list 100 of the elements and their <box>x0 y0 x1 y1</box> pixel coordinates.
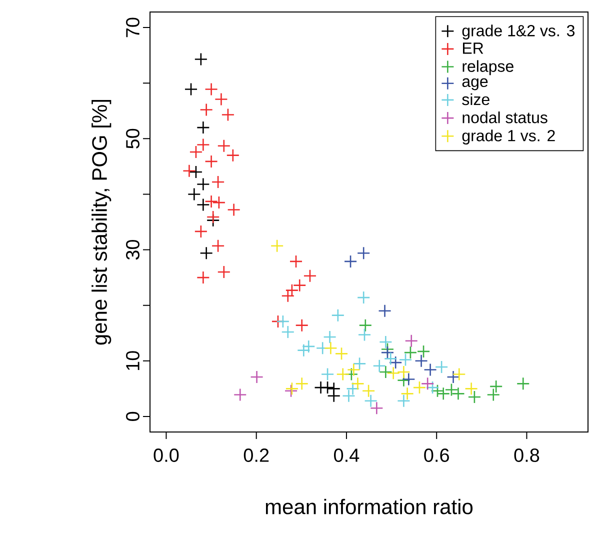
point <box>295 377 309 390</box>
point <box>342 389 356 403</box>
point <box>402 372 416 386</box>
y-tick-label: 50 <box>126 128 140 148</box>
point <box>182 164 196 178</box>
point <box>204 194 218 208</box>
point <box>379 335 392 349</box>
point <box>211 239 225 253</box>
point <box>214 92 228 106</box>
x-axis-title: mean information ratio <box>266 498 473 514</box>
y-tick-label: 30 <box>126 240 140 260</box>
point <box>412 380 426 394</box>
point <box>297 344 310 357</box>
point <box>189 145 203 159</box>
point <box>370 401 384 415</box>
point <box>204 82 218 96</box>
point <box>276 314 290 328</box>
legend-label: grade 1&2 vs. 3 <box>462 24 575 40</box>
point <box>426 380 440 394</box>
point <box>379 365 392 379</box>
point <box>362 384 376 398</box>
point <box>378 304 392 318</box>
legend-label: nodal status <box>462 111 548 124</box>
point <box>292 278 306 292</box>
y-axis-title: gene list stability, POG [%] <box>92 100 112 345</box>
point <box>212 196 226 210</box>
point <box>204 154 218 168</box>
point <box>397 365 410 379</box>
point <box>416 344 430 358</box>
x-tick-label: 0.6 <box>424 448 449 462</box>
point <box>233 388 247 402</box>
point <box>486 388 500 402</box>
point <box>221 108 235 122</box>
point <box>434 360 448 374</box>
point <box>281 289 295 303</box>
point <box>200 246 213 260</box>
point <box>217 265 231 279</box>
point <box>281 325 295 339</box>
point <box>356 290 370 304</box>
x-tick-label: 0.8 <box>514 448 540 462</box>
point <box>227 203 240 216</box>
point <box>196 138 210 152</box>
point <box>468 390 482 404</box>
point <box>289 254 303 268</box>
point <box>380 346 394 360</box>
y-tick-label: 10 <box>126 351 140 370</box>
point <box>184 82 198 96</box>
point <box>404 346 418 360</box>
point <box>452 368 466 381</box>
point <box>516 377 530 390</box>
point <box>346 382 360 396</box>
point <box>424 363 437 376</box>
point <box>217 139 231 153</box>
point <box>364 394 378 408</box>
point <box>344 254 358 268</box>
legend-label: age <box>462 78 488 90</box>
point <box>211 175 225 189</box>
point <box>323 330 336 344</box>
point <box>356 246 370 260</box>
point <box>384 352 398 366</box>
point <box>334 347 348 360</box>
point <box>358 318 372 332</box>
legend-label: size <box>462 93 490 106</box>
x-tick-label: 0.2 <box>244 448 269 462</box>
point <box>320 368 334 381</box>
point <box>397 394 410 408</box>
point <box>372 359 386 373</box>
point <box>194 224 208 238</box>
y-tick-label: 70 <box>126 18 140 38</box>
point <box>352 357 366 370</box>
point <box>196 198 210 212</box>
point <box>303 269 317 283</box>
point <box>285 284 299 297</box>
point <box>420 377 434 390</box>
point <box>331 308 345 322</box>
point <box>295 318 309 332</box>
point <box>194 52 208 66</box>
point <box>388 356 402 370</box>
point <box>336 368 350 381</box>
y-tick-label: 0 <box>126 412 140 421</box>
point <box>446 370 460 384</box>
legend-label: relapse <box>462 60 514 76</box>
point <box>285 382 299 396</box>
x-tick-label: 0.4 <box>334 448 360 462</box>
point <box>196 270 210 284</box>
legend-label: grade 1 vs. 2 <box>462 130 555 145</box>
point <box>250 370 264 384</box>
point <box>404 334 418 348</box>
point <box>464 382 478 396</box>
point <box>324 341 338 355</box>
legend-label: ER <box>462 42 484 54</box>
x-tick-label: 0.0 <box>154 448 179 462</box>
point <box>284 384 298 398</box>
point <box>414 354 428 368</box>
point <box>206 210 220 224</box>
point <box>270 239 284 253</box>
point <box>196 178 210 191</box>
point <box>226 148 240 162</box>
point <box>386 366 400 380</box>
point <box>188 188 201 201</box>
